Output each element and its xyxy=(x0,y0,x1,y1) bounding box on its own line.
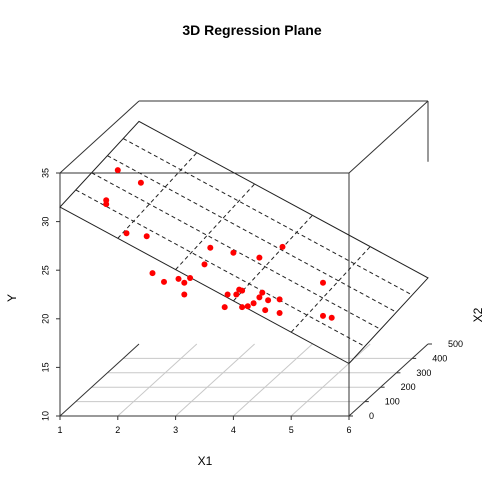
grid-line-x1 xyxy=(233,343,313,417)
data-point xyxy=(239,304,246,311)
data-point xyxy=(320,279,326,286)
data-point xyxy=(143,233,150,240)
data-point xyxy=(279,243,286,250)
x2-tick-label: 200 xyxy=(401,382,416,392)
plane-contour xyxy=(233,214,313,302)
data-point xyxy=(221,304,228,311)
data-point xyxy=(262,307,269,314)
x1-tick-label: 2 xyxy=(115,425,120,435)
x2-tick-label: 300 xyxy=(416,368,431,378)
box-edge xyxy=(348,343,429,417)
data-point xyxy=(265,297,272,304)
grid-line-x1 xyxy=(175,343,255,417)
x1-tick-label: 1 xyxy=(57,425,62,435)
chart-title: 3D Regression Plane xyxy=(182,22,321,38)
data-point xyxy=(187,275,194,281)
y-axis-label: Y xyxy=(5,294,19,302)
data-points xyxy=(103,167,335,321)
data-point xyxy=(230,249,237,256)
y-tick-label: 15 xyxy=(40,362,50,372)
data-point xyxy=(137,179,144,186)
data-point xyxy=(175,275,182,282)
plane-contour xyxy=(91,172,381,330)
data-point xyxy=(328,314,335,321)
y-tick-label: 10 xyxy=(40,411,50,421)
y-tick-label: 30 xyxy=(40,217,50,227)
data-point xyxy=(181,291,188,298)
data-point xyxy=(320,312,326,319)
data-point xyxy=(224,291,231,298)
plane-outline xyxy=(59,120,429,365)
data-point xyxy=(207,244,214,251)
box-edge xyxy=(348,100,429,174)
x-axis-label: X1 xyxy=(198,454,213,468)
floor-grid xyxy=(75,343,413,417)
x1-tick-label: 4 xyxy=(231,425,236,435)
plane-contour xyxy=(290,246,371,333)
box-edge xyxy=(59,343,140,417)
z-axis-label: X2 xyxy=(471,307,485,322)
x2-tick-label: 400 xyxy=(432,353,447,363)
x1-tick-label: 5 xyxy=(289,425,294,435)
data-point xyxy=(250,300,257,307)
y-tick-label: 25 xyxy=(40,265,50,275)
box-edge xyxy=(59,100,140,174)
grid-line-x1 xyxy=(117,343,198,417)
plane-contour xyxy=(122,138,413,296)
plane-contour xyxy=(175,183,255,270)
data-point xyxy=(103,201,110,208)
y-tick-label: 35 xyxy=(40,168,50,178)
grid-line-x1 xyxy=(290,343,371,417)
data-point xyxy=(161,278,167,285)
data-point xyxy=(256,294,263,301)
data-point xyxy=(149,270,156,277)
data-point xyxy=(181,279,188,286)
x1-tick-label: 3 xyxy=(173,425,178,435)
x2-tick-label: 0 xyxy=(369,411,374,421)
bounding-box xyxy=(59,100,429,417)
x1-tick-label: 6 xyxy=(346,425,351,435)
data-point xyxy=(259,289,266,296)
plane-contour xyxy=(75,189,366,347)
regression-plane xyxy=(59,120,429,365)
data-point xyxy=(114,167,121,174)
plane-contour xyxy=(117,152,198,239)
data-point xyxy=(256,254,263,261)
x2-tick-label: 100 xyxy=(385,397,400,407)
data-point xyxy=(201,261,208,268)
data-point xyxy=(233,291,240,298)
data-point xyxy=(239,287,246,294)
plane-contour xyxy=(107,155,397,313)
data-point xyxy=(276,296,283,303)
x2-tick-label: 500 xyxy=(448,339,463,349)
y-tick-label: 20 xyxy=(40,314,50,324)
data-point xyxy=(276,310,283,316)
data-point xyxy=(123,230,130,237)
data-point xyxy=(244,303,251,310)
